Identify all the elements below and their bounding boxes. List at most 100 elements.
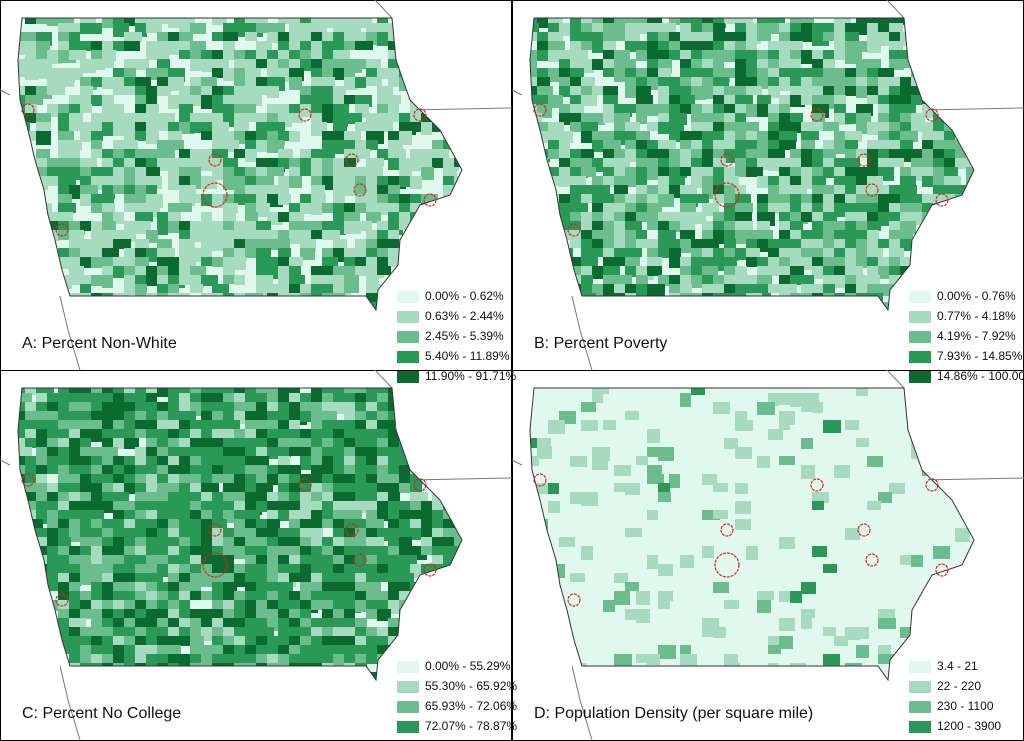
tract (669, 474, 680, 488)
tract (168, 302, 180, 310)
tract (432, 393, 446, 402)
tract (454, 600, 462, 614)
tract (267, 474, 281, 485)
tract (80, 555, 95, 564)
tract (823, 230, 838, 241)
city-outline (55, 593, 69, 607)
tract (289, 113, 303, 123)
tract (201, 388, 212, 395)
tract (168, 519, 179, 532)
tract (223, 302, 241, 310)
tract (102, 402, 116, 413)
tract (234, 18, 245, 25)
tract (443, 122, 458, 133)
tract (311, 681, 323, 693)
tract (636, 113, 647, 124)
tract (724, 275, 742, 286)
tract (245, 59, 263, 69)
tract (113, 41, 125, 51)
tract (647, 654, 660, 665)
tract (432, 456, 445, 466)
tract (190, 465, 202, 475)
tract (625, 122, 640, 131)
tract (124, 609, 135, 619)
tract (658, 600, 670, 609)
tract (146, 388, 164, 394)
tract (399, 510, 411, 520)
tract (878, 86, 896, 95)
tract (581, 185, 599, 194)
tract (933, 176, 951, 186)
tract (889, 266, 902, 277)
tract (922, 194, 935, 205)
tract (889, 32, 904, 43)
tract (289, 230, 302, 244)
tract (530, 77, 539, 89)
tract (102, 176, 117, 185)
tract (614, 203, 626, 214)
tract (900, 212, 913, 222)
tract (647, 510, 658, 520)
tract (388, 456, 404, 467)
tract (91, 447, 103, 457)
tract (724, 32, 735, 42)
tract (355, 221, 372, 231)
tract (168, 257, 182, 266)
tract (823, 185, 835, 194)
tract (801, 18, 814, 23)
tract (47, 645, 60, 658)
tract (212, 447, 227, 456)
tract (421, 627, 434, 641)
tract (658, 68, 671, 78)
tract (344, 411, 355, 420)
state-map (18, 388, 477, 693)
tract (713, 248, 724, 259)
tract (201, 293, 212, 304)
tract (179, 311, 197, 324)
tract (58, 510, 69, 521)
tract (36, 672, 47, 680)
tract (465, 501, 477, 514)
tract (366, 447, 380, 457)
city-outline (353, 553, 367, 567)
tract (344, 32, 358, 43)
tract (812, 59, 827, 70)
tract (454, 266, 462, 279)
tract (278, 41, 289, 54)
tract (36, 212, 48, 222)
tract (135, 492, 146, 506)
tract (702, 104, 715, 115)
tract (432, 221, 449, 232)
tract (179, 23, 190, 36)
tract (278, 483, 291, 492)
tract (25, 438, 39, 448)
tract (80, 447, 94, 457)
tract (245, 582, 260, 593)
tract (300, 456, 311, 470)
legend-swatch (397, 721, 419, 733)
tract (911, 420, 926, 431)
tract (80, 672, 96, 680)
tract (399, 176, 412, 187)
tract (647, 555, 658, 569)
tract (113, 555, 126, 564)
tract (735, 95, 753, 104)
tract (592, 284, 603, 298)
tract (443, 113, 461, 126)
tract (47, 77, 58, 87)
tract (548, 266, 566, 275)
tract (25, 555, 42, 564)
tract (377, 672, 389, 680)
tract (388, 636, 406, 647)
tract (113, 311, 124, 325)
panel-label: D: Population Density (per square mile) (534, 705, 813, 722)
tract (889, 483, 905, 494)
tract (223, 672, 236, 680)
tract (790, 230, 805, 239)
tract (146, 23, 162, 33)
tract (135, 122, 146, 135)
tract (102, 77, 116, 89)
tract (845, 131, 862, 142)
tract (977, 68, 994, 80)
tract (399, 158, 410, 170)
